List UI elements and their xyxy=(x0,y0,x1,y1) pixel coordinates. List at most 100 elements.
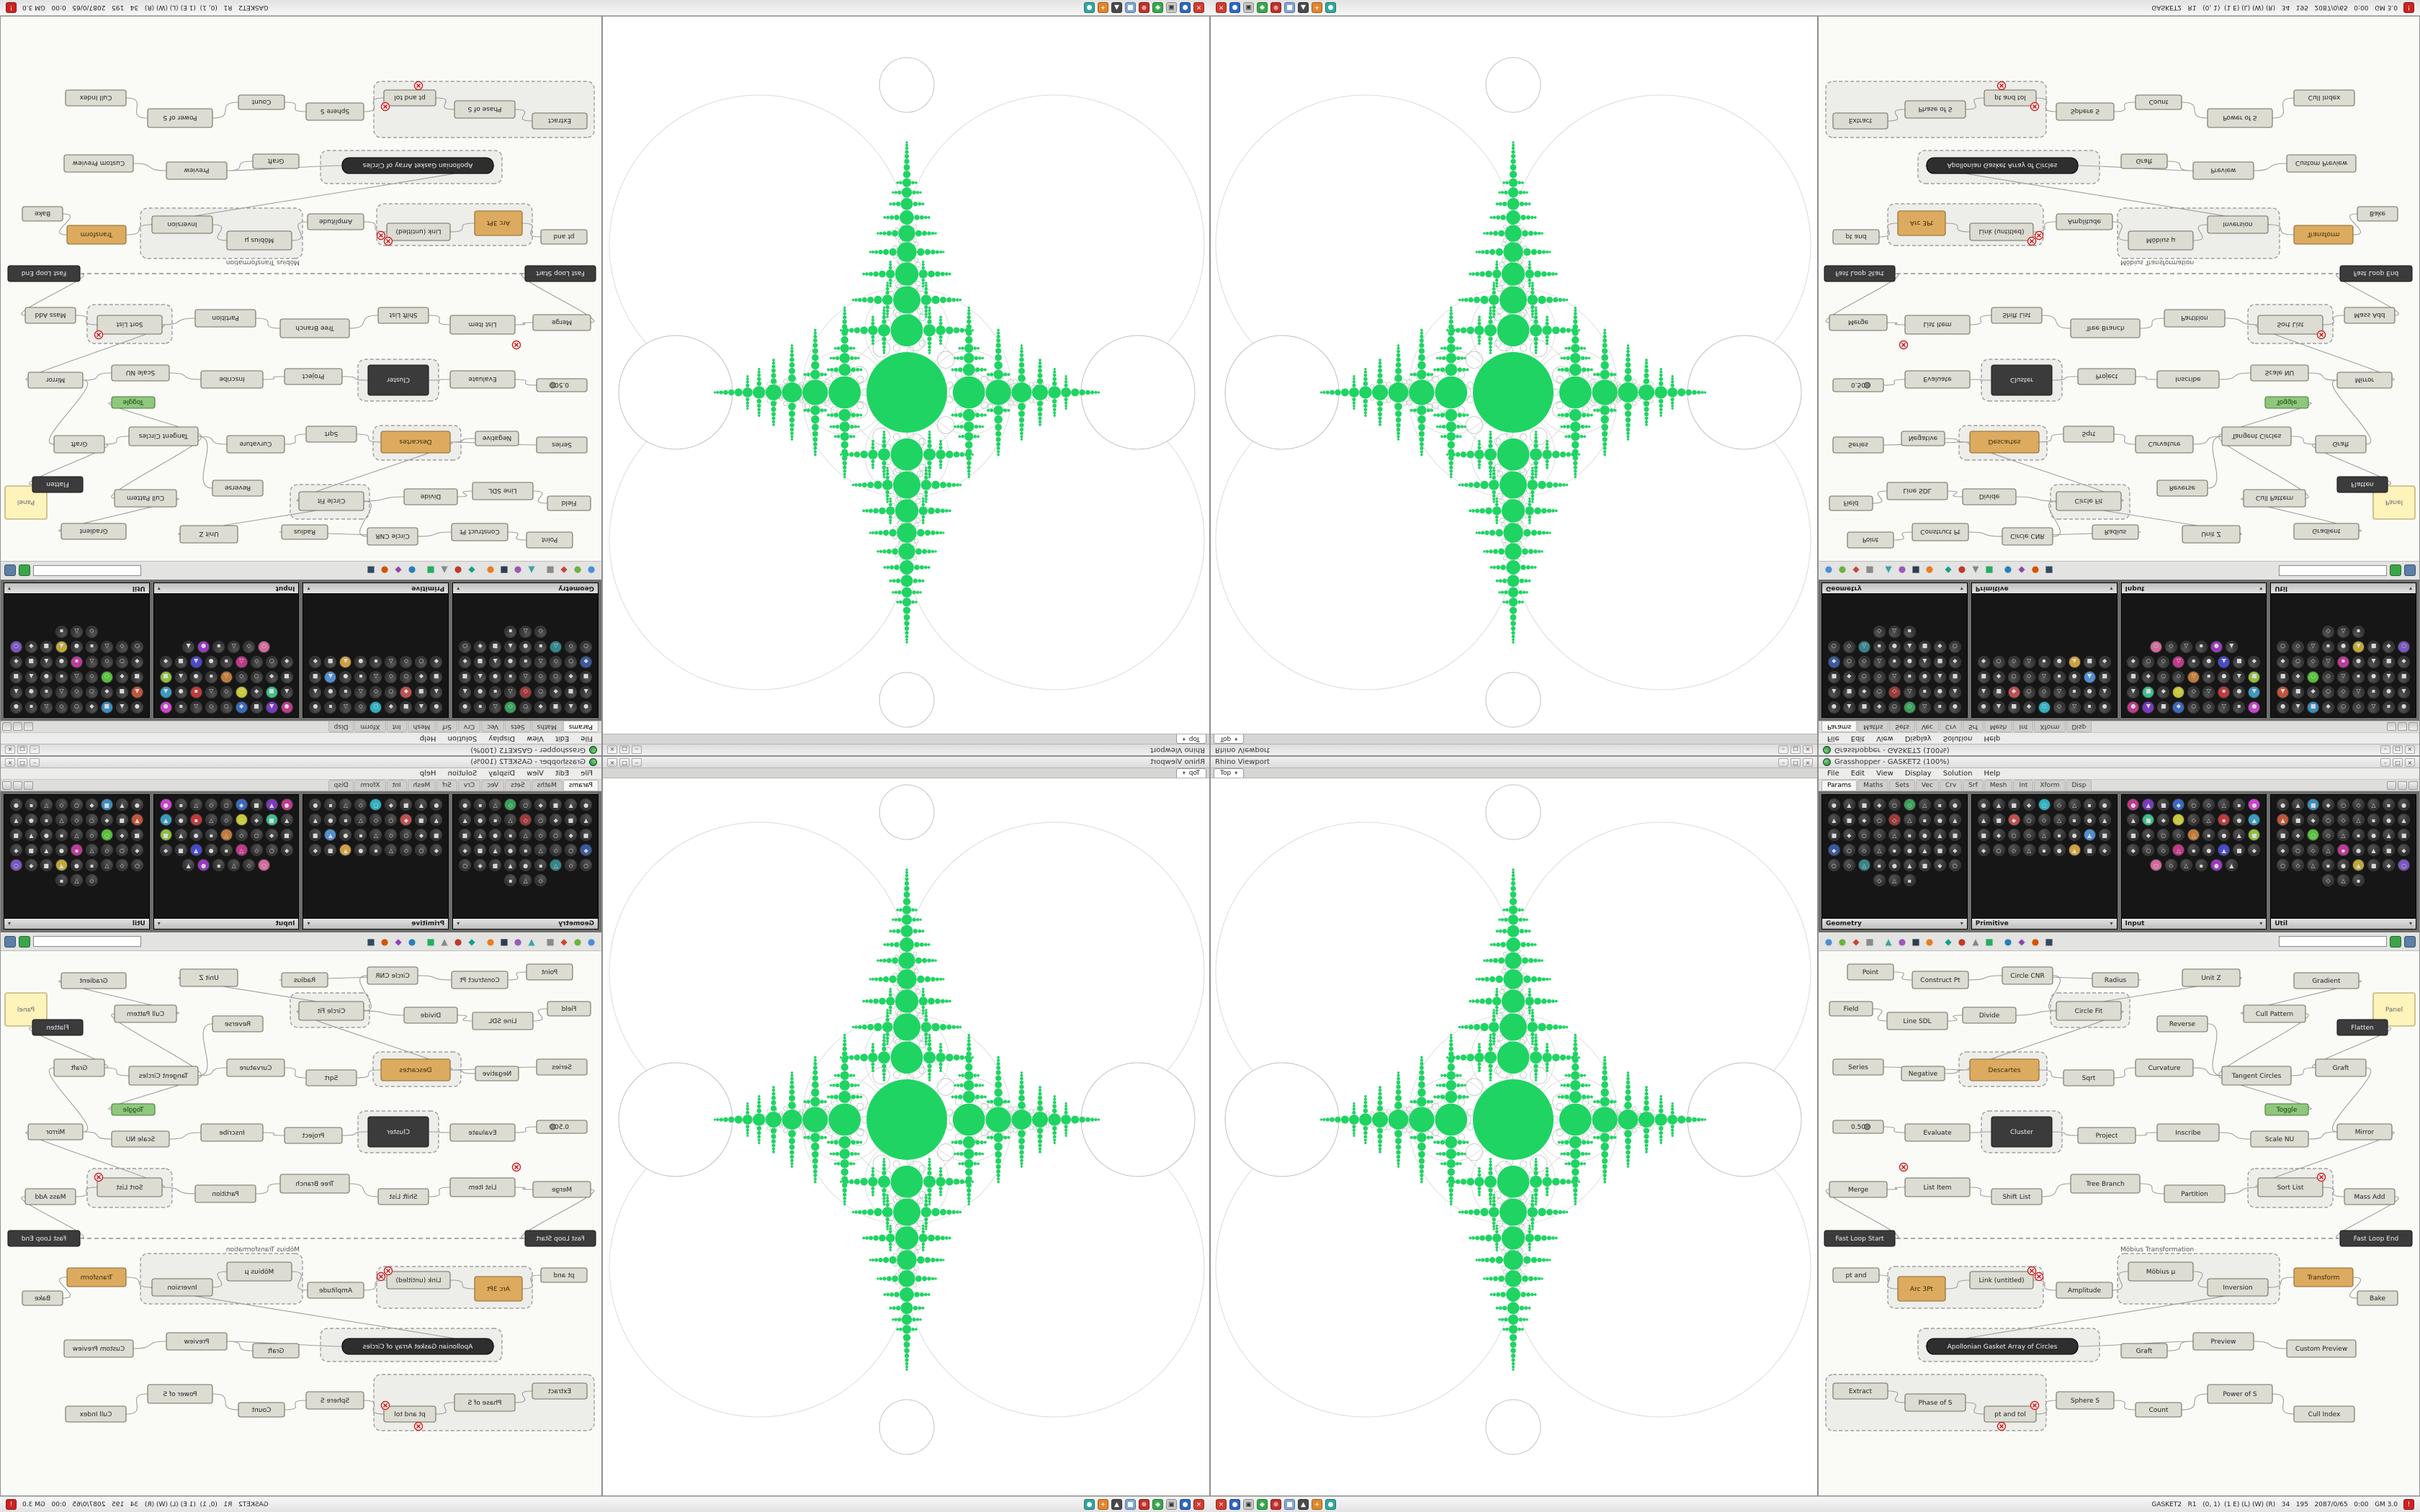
viewport-maximize-button[interactable]: □ xyxy=(1791,745,1801,754)
component-icon[interactable]: ○ xyxy=(369,798,382,811)
component-icon[interactable]: ◆ xyxy=(415,829,428,841)
component-icon[interactable]: △ xyxy=(2307,859,2320,871)
component-icon[interactable]: ▲ xyxy=(1827,686,1840,698)
gh-node[interactable]: Preview xyxy=(2192,1332,2254,1351)
component-icon[interactable]: ■ xyxy=(2007,701,2020,714)
component-icon[interactable]: ■ xyxy=(40,859,53,871)
menu-item-edit[interactable]: Edit xyxy=(555,770,570,778)
component-icon[interactable]: ◆ xyxy=(2022,798,2035,811)
tray-alert-icon[interactable]: ! xyxy=(2403,1499,2414,1510)
component-icon[interactable]: ▲ xyxy=(2127,814,2140,826)
component-icon[interactable]: ◆ xyxy=(115,829,128,841)
ribbon-tab-maths[interactable]: Maths xyxy=(1857,780,1889,791)
gh-node[interactable]: Descartes xyxy=(1969,431,2040,454)
gh-node[interactable]: Partition xyxy=(2164,1184,2226,1203)
ribbon-tab-maths[interactable]: Maths xyxy=(531,780,563,791)
toolbar-icon[interactable]: ● xyxy=(2031,565,2040,576)
component-icon[interactable]: ▪ xyxy=(1903,829,1916,841)
viewport-close-button[interactable]: × xyxy=(607,758,617,767)
component-icon[interactable]: ■ xyxy=(430,829,443,841)
component-icon[interactable]: △ xyxy=(2337,671,2350,683)
ribbon-tab-maths[interactable]: Maths xyxy=(531,721,563,732)
component-icon[interactable]: ◇ xyxy=(534,671,547,683)
component-icon[interactable]: ▪ xyxy=(2038,844,2051,856)
gh-node[interactable]: Phase of S xyxy=(1904,100,1966,119)
component-icon[interactable]: △ xyxy=(519,829,532,841)
component-icon[interactable]: ◇ xyxy=(235,829,248,841)
component-icon[interactable]: ◆ xyxy=(2277,656,2290,668)
ribbon-tab-xform[interactable]: Xform xyxy=(354,721,386,732)
menu-item-file[interactable]: File xyxy=(1827,734,1839,742)
component-icon[interactable]: ● xyxy=(1948,701,1961,714)
component-icon[interactable]: ◆ xyxy=(2307,686,2320,698)
component-icon[interactable]: ■ xyxy=(580,671,593,683)
palette-section-header[interactable]: Geometry ▾ xyxy=(453,583,598,594)
component-icon[interactable]: ▪ xyxy=(189,686,202,698)
viewport-canvas[interactable] xyxy=(1211,17,1817,734)
gh-node[interactable]: Möbius μ xyxy=(2128,230,2194,251)
component-icon[interactable]: ▲ xyxy=(265,798,278,811)
component-icon[interactable]: △ xyxy=(235,656,248,668)
component-icon[interactable]: ◇ xyxy=(1873,829,1886,841)
component-icon[interactable]: ▪ xyxy=(220,844,233,856)
ribbon-tab-mesh[interactable]: Mesh xyxy=(407,721,436,732)
component-icon[interactable]: ▪ xyxy=(2352,874,2365,886)
component-icon[interactable]: ▲ xyxy=(115,798,128,811)
grasshopper-close-button[interactable]: × xyxy=(2405,758,2415,767)
gh-node[interactable]: Sphere S xyxy=(2056,1391,2115,1410)
component-icon[interactable]: ○ xyxy=(2007,829,2020,841)
gh-node[interactable]: pt and tol xyxy=(1984,1405,2037,1423)
component-icon[interactable]: ▪ xyxy=(2187,844,2200,856)
component-icon[interactable]: ■ xyxy=(2233,656,2246,668)
ribbon-tool-icon[interactable] xyxy=(2387,781,2396,790)
component-icon[interactable]: ▪ xyxy=(2068,686,2081,698)
component-icon[interactable]: ▲ xyxy=(565,798,578,811)
component-icon[interactable]: △ xyxy=(70,829,83,841)
component-icon[interactable]: ▲ xyxy=(474,671,487,683)
component-icon[interactable]: ○ xyxy=(550,829,563,841)
gh-node[interactable]: Link (untitled) xyxy=(1969,1271,2034,1290)
component-icon[interactable]: ▲ xyxy=(2292,798,2305,811)
component-icon[interactable]: ○ xyxy=(265,844,278,856)
gh-node[interactable]: Sqrt xyxy=(305,426,357,443)
toolbar-icon[interactable]: ■ xyxy=(1985,565,1994,576)
component-icon[interactable]: ■ xyxy=(24,844,37,856)
solver-button[interactable] xyxy=(19,564,30,577)
ribbon-tab-xform[interactable]: Xform xyxy=(2034,721,2066,732)
component-icon[interactable]: ▪ xyxy=(55,829,68,841)
ribbon-tool-icon[interactable] xyxy=(13,781,22,790)
gh-node[interactable]: Line SDL xyxy=(472,1012,534,1030)
component-icon[interactable]: ▲ xyxy=(130,686,143,698)
ribbon-tab-crv[interactable]: Crv xyxy=(1939,780,1963,791)
gh-node[interactable]: Cull Index xyxy=(65,1405,127,1423)
component-icon[interactable]: △ xyxy=(100,641,113,653)
gh-node[interactable]: Phase of S xyxy=(454,100,516,119)
gh-node[interactable]: Project xyxy=(2077,368,2136,385)
gh-node[interactable]: Mass Add xyxy=(2344,1188,2396,1205)
viewport-tab-top[interactable]: Top▾ xyxy=(1214,734,1245,744)
component-icon[interactable]: ▲ xyxy=(189,656,202,668)
component-icon[interactable]: ◇ xyxy=(2337,814,2350,826)
component-icon[interactable]: △ xyxy=(369,671,382,683)
ribbon-tab-crv[interactable]: Crv xyxy=(1939,721,1963,732)
toolbar-icon[interactable]: ▲ xyxy=(1885,936,1892,947)
component-icon[interactable]: ● xyxy=(339,671,352,683)
component-icon[interactable]: ▪ xyxy=(354,671,367,683)
component-icon[interactable]: ○ xyxy=(2022,814,2035,826)
component-icon[interactable]: ■ xyxy=(2142,686,2155,698)
toolbar-icon[interactable]: ● xyxy=(587,936,596,947)
menu-item-view[interactable]: View xyxy=(526,734,544,742)
component-icon[interactable]: ■ xyxy=(459,671,472,683)
component-icon[interactable]: ▲ xyxy=(2352,859,2365,871)
component-icon[interactable]: ◆ xyxy=(2142,671,2155,683)
component-icon[interactable]: ● xyxy=(1918,829,1931,841)
gh-node[interactable]: Flatten xyxy=(2336,476,2388,493)
component-icon[interactable]: ▲ xyxy=(174,829,187,841)
component-icon[interactable]: ◇ xyxy=(2187,686,2200,698)
component-icon[interactable]: △ xyxy=(2307,641,2320,653)
component-icon[interactable]: ◇ xyxy=(2053,798,2066,811)
component-icon[interactable]: ■ xyxy=(2098,671,2111,683)
component-icon[interactable]: ◆ xyxy=(2098,656,2111,668)
component-icon[interactable]: ◇ xyxy=(2157,656,2170,668)
toolbar-icon[interactable]: ● xyxy=(1838,565,1847,576)
